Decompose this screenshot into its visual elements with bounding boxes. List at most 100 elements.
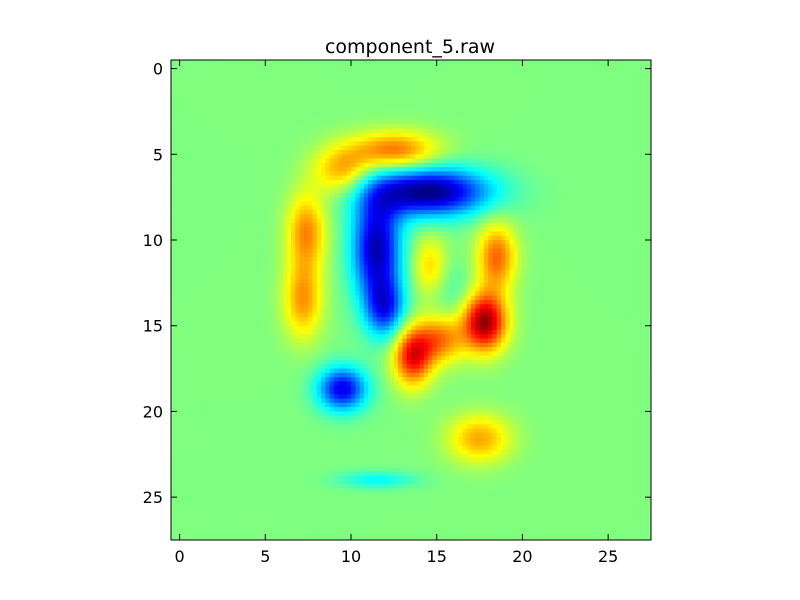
heatmap-cell bbox=[569, 180, 575, 185]
heatmap-cell bbox=[496, 94, 502, 100]
heatmap-cell bbox=[406, 227, 412, 233]
heatmap-cell bbox=[376, 90, 382, 95]
heatmap-cell bbox=[569, 137, 575, 143]
heatmap-cell bbox=[436, 90, 442, 95]
heatmap-cell bbox=[483, 201, 489, 207]
heatmap-cell bbox=[218, 210, 224, 215]
heatmap-cell bbox=[445, 141, 451, 147]
heatmap-cell bbox=[556, 175, 562, 181]
heatmap-cell bbox=[351, 154, 356, 160]
heatmap-cell bbox=[616, 77, 622, 83]
heatmap-cell bbox=[445, 205, 451, 211]
heatmap-cell bbox=[483, 77, 489, 83]
heatmap-cell bbox=[586, 145, 592, 151]
heatmap-cell bbox=[269, 222, 275, 228]
heatmap-cell bbox=[303, 192, 309, 198]
heatmap-cell bbox=[586, 201, 592, 207]
heatmap-cell bbox=[479, 167, 485, 173]
heatmap-cell bbox=[595, 188, 601, 194]
heatmap-cell bbox=[329, 64, 335, 70]
heatmap-cell bbox=[543, 192, 549, 198]
heatmap-cell bbox=[239, 68, 245, 74]
heatmap-cell bbox=[273, 111, 279, 117]
heatmap-cell bbox=[368, 244, 374, 250]
heatmap-cell bbox=[398, 214, 404, 220]
heatmap-cell bbox=[273, 94, 279, 100]
heatmap-cell bbox=[265, 192, 271, 198]
heatmap-cell bbox=[509, 214, 515, 220]
heatmap-cell bbox=[218, 60, 224, 65]
heatmap-cell bbox=[483, 85, 489, 91]
heatmap-cell bbox=[342, 248, 348, 254]
heatmap-cell bbox=[595, 227, 601, 233]
heatmap-cell bbox=[235, 227, 241, 233]
heatmap-cell bbox=[252, 188, 258, 194]
heatmap-cell bbox=[582, 90, 588, 95]
heatmap-cell bbox=[273, 120, 279, 125]
heatmap-cell bbox=[492, 98, 498, 104]
heatmap-cell bbox=[513, 85, 519, 91]
heatmap-cell bbox=[501, 72, 506, 78]
heatmap-cell bbox=[398, 171, 404, 177]
heatmap-cell bbox=[466, 60, 472, 65]
heatmap-cell bbox=[565, 90, 571, 95]
heatmap-cell bbox=[205, 192, 211, 198]
heatmap-cell bbox=[291, 244, 296, 250]
heatmap-cell bbox=[282, 60, 288, 65]
heatmap-cell bbox=[222, 171, 228, 177]
heatmap-cell bbox=[175, 188, 181, 194]
heatmap-cell bbox=[316, 214, 322, 220]
heatmap-cell bbox=[556, 240, 562, 245]
heatmap-cell bbox=[466, 102, 472, 108]
heatmap-cell bbox=[591, 222, 596, 228]
heatmap-cell bbox=[359, 222, 365, 228]
heatmap-cell bbox=[419, 235, 425, 241]
heatmap-cell bbox=[226, 214, 232, 220]
heatmap-cell bbox=[453, 231, 459, 237]
heatmap-cell bbox=[462, 214, 468, 220]
heatmap-cell bbox=[629, 81, 635, 87]
heatmap-cell bbox=[175, 235, 181, 241]
heatmap-cell bbox=[449, 68, 455, 74]
heatmap-cell bbox=[393, 94, 399, 100]
heatmap-cell bbox=[501, 85, 506, 91]
heatmap-cell bbox=[539, 77, 545, 83]
heatmap-cell bbox=[201, 240, 206, 245]
heatmap-cell bbox=[578, 150, 584, 155]
heatmap-cell bbox=[526, 115, 532, 121]
heatmap-cell bbox=[453, 81, 459, 87]
heatmap-cell bbox=[303, 201, 309, 207]
heatmap-cell bbox=[346, 90, 352, 95]
heatmap-cell bbox=[278, 137, 284, 143]
heatmap-cell bbox=[466, 218, 472, 224]
heatmap-cell bbox=[466, 90, 472, 95]
heatmap-cell bbox=[535, 180, 541, 185]
heatmap-cell bbox=[218, 145, 224, 151]
heatmap-cell bbox=[466, 240, 472, 245]
heatmap-cell bbox=[329, 98, 335, 104]
heatmap-cell bbox=[471, 145, 476, 151]
heatmap-cell bbox=[171, 145, 176, 151]
heatmap-cell bbox=[505, 218, 511, 224]
heatmap-cell bbox=[393, 240, 399, 245]
heatmap-cell bbox=[582, 128, 588, 134]
heatmap-cell bbox=[608, 102, 614, 108]
heatmap-cell bbox=[329, 68, 335, 74]
heatmap-cell bbox=[458, 180, 464, 185]
heatmap-cell bbox=[595, 158, 601, 164]
heatmap-cell bbox=[282, 85, 288, 91]
heatmap-cell bbox=[565, 102, 571, 108]
heatmap-cell bbox=[509, 60, 515, 65]
heatmap-cell bbox=[591, 124, 596, 130]
heatmap-cell bbox=[616, 68, 622, 74]
heatmap-cell bbox=[376, 210, 382, 215]
heatmap-cell bbox=[501, 145, 506, 151]
heatmap-cell bbox=[445, 107, 451, 113]
heatmap-cell bbox=[483, 188, 489, 194]
heatmap-cell bbox=[458, 72, 464, 78]
heatmap-cell bbox=[273, 205, 279, 211]
heatmap-cell bbox=[201, 222, 206, 228]
heatmap-cell bbox=[436, 222, 442, 228]
heatmap-cell bbox=[436, 150, 442, 155]
heatmap-cell bbox=[436, 107, 442, 113]
